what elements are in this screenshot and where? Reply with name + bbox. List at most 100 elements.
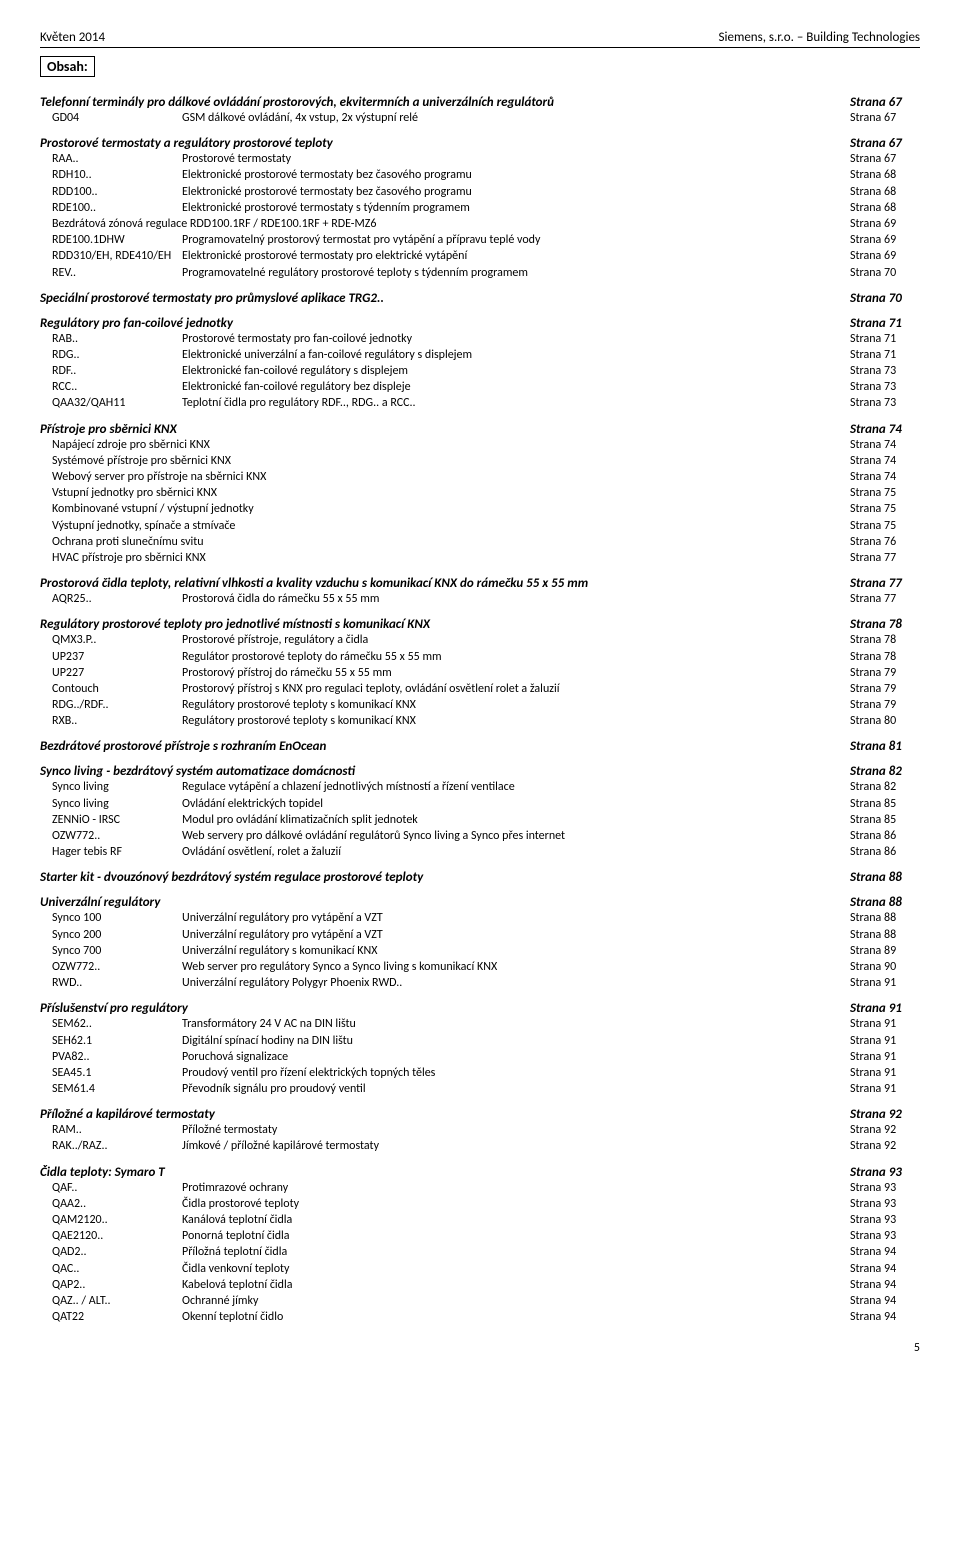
page-header: Květen 2014 Siemens, s.r.o. – Building T… bbox=[40, 30, 920, 48]
row-code: RDF.. bbox=[40, 363, 182, 379]
row-code: RXB.. bbox=[40, 713, 182, 729]
row-desc: Univerzální regulátory s komunikací KNX bbox=[182, 943, 850, 959]
row-desc: Regulace vytápění a chlazení jednotlivýc… bbox=[182, 779, 850, 795]
row-page: Strana 77 bbox=[850, 591, 920, 607]
row-page: Strana 93 bbox=[850, 1180, 920, 1196]
row-desc: Okenní teplotní čidlo bbox=[182, 1309, 850, 1325]
row-page: Strana 89 bbox=[850, 943, 920, 959]
row-code: RDG../RDF.. bbox=[40, 697, 182, 713]
row-code: Contouch bbox=[40, 681, 182, 697]
section-heading: Čidla teploty: Symaro TStrana 93 bbox=[40, 1157, 920, 1180]
toc-row: SEA45.1Proudový ventil pro řízení elektr… bbox=[40, 1065, 920, 1081]
section-page: Strana 82 bbox=[850, 764, 920, 779]
row-page: Strana 88 bbox=[850, 927, 920, 943]
section-title: Speciální prostorové termostaty pro prům… bbox=[40, 291, 384, 306]
toc-section: Příslušenství pro regulátoryStrana 91SEM… bbox=[40, 993, 920, 1097]
row-code: Synco 200 bbox=[40, 927, 182, 943]
row-desc: Kabelová teplotní čidla bbox=[182, 1277, 850, 1293]
toc-section: Synco living - bezdrátový systém automat… bbox=[40, 756, 920, 860]
row-code: RDD310/EH, RDE410/EH bbox=[40, 248, 182, 264]
toc-row: QAP2..Kabelová teplotní čidlaStrana 94 bbox=[40, 1277, 920, 1293]
row-desc: Proudový ventil pro řízení elektrických … bbox=[182, 1065, 850, 1081]
toc-row: QAM2120..Kanálová teplotní čidlaStrana 9… bbox=[40, 1212, 920, 1228]
row-code: ZENNiO - IRSC bbox=[40, 812, 182, 828]
row-code: QAC.. bbox=[40, 1261, 182, 1277]
row-desc: Web server pro regulátory Synco a Synco … bbox=[182, 959, 850, 975]
toc-subrow: Výstupní jednotky, spínače a stmívačeStr… bbox=[40, 518, 920, 534]
row-desc: Modul pro ovládání klimatizačních split … bbox=[182, 812, 850, 828]
row-page: Strana 93 bbox=[850, 1212, 920, 1228]
toc-subrow: Kombinované vstupní / výstupní jednotkyS… bbox=[40, 501, 920, 517]
row-code: QMX3.P.. bbox=[40, 632, 182, 648]
toc-row: QAC..Čidla venkovní teplotyStrana 94 bbox=[40, 1261, 920, 1277]
row-page: Strana 67 bbox=[850, 110, 920, 126]
section-page: Strana 92 bbox=[850, 1107, 920, 1122]
row-desc: Protimrazové ochrany bbox=[182, 1180, 850, 1196]
section-heading: Speciální prostorové termostaty pro prům… bbox=[40, 283, 920, 306]
subrow-page: Strana 75 bbox=[850, 518, 920, 534]
row-page: Strana 86 bbox=[850, 844, 920, 860]
subrow-desc: Systémové přístroje pro sběrnici KNX bbox=[40, 453, 850, 469]
toc-sections: Telefonní terminály pro dálkové ovládání… bbox=[40, 87, 920, 1325]
row-desc: Digitální spínací hodiny na DIN lištu bbox=[182, 1033, 850, 1049]
toc-row: RAM..Příložné termostatyStrana 92 bbox=[40, 1122, 920, 1138]
row-desc: Prostorové termostaty bbox=[182, 151, 850, 167]
row-desc: Jímkové / příložné kapilárové termostaty bbox=[182, 1138, 850, 1154]
row-code: UP237 bbox=[40, 649, 182, 665]
toc-row: RXB..Regulátory prostorové teploty s kom… bbox=[40, 713, 920, 729]
toc-section: Regulátory prostorové teploty pro jednot… bbox=[40, 609, 920, 729]
subrow-page: Strana 77 bbox=[850, 550, 920, 566]
row-page: Strana 91 bbox=[850, 1033, 920, 1049]
row-desc: Transformátory 24 V AC na DIN lištu bbox=[182, 1016, 850, 1032]
toc-row: UP227Prostorový přístroj do rámečku 55 x… bbox=[40, 665, 920, 681]
row-code: GD04 bbox=[40, 110, 182, 126]
row-page: Strana 91 bbox=[850, 1065, 920, 1081]
row-desc: Bezdrátová zónová regulace RDD100.1RF / … bbox=[40, 216, 850, 232]
toc-subrow: Vstupní jednotky pro sběrnici KNXStrana … bbox=[40, 485, 920, 501]
toc-row: RDE100.1DHWProgramovatelný prostorový te… bbox=[40, 232, 920, 248]
toc-section: Starter kit - dvouzónový bezdrátový syst… bbox=[40, 862, 920, 885]
toc-subrow: Ochrana proti slunečnímu svituStrana 76 bbox=[40, 534, 920, 550]
section-title: Univerzální regulátory bbox=[40, 895, 160, 910]
row-desc: Ovládání elektrických topidel bbox=[182, 796, 850, 812]
row-desc: Regulátory prostorové teploty s komunika… bbox=[182, 697, 850, 713]
row-code: QAZ.. / ALT.. bbox=[40, 1293, 182, 1309]
row-page: Strana 82 bbox=[850, 779, 920, 795]
row-page: Strana 85 bbox=[850, 812, 920, 828]
toc-row: UP237Regulátor prostorové teploty do rám… bbox=[40, 649, 920, 665]
section-heading: Příslušenství pro regulátoryStrana 91 bbox=[40, 993, 920, 1016]
row-code: QAE2120.. bbox=[40, 1228, 182, 1244]
toc-row: OZW772..Web servery pro dálkové ovládání… bbox=[40, 828, 920, 844]
row-page: Strana 68 bbox=[850, 184, 920, 200]
subrow-desc: Ochrana proti slunečnímu svitu bbox=[40, 534, 850, 550]
row-page: Strana 94 bbox=[850, 1244, 920, 1260]
row-code: Synco 100 bbox=[40, 910, 182, 926]
toc-row: OZW772..Web server pro regulátory Synco … bbox=[40, 959, 920, 975]
row-code: RDE100.. bbox=[40, 200, 182, 216]
row-page: Strana 69 bbox=[850, 216, 920, 232]
row-code: QAA2.. bbox=[40, 1196, 182, 1212]
toc-subrow: Systémové přístroje pro sběrnici KNXStra… bbox=[40, 453, 920, 469]
section-heading: Bezdrátové prostorové přístroje s rozhra… bbox=[40, 731, 920, 754]
row-page: Strana 67 bbox=[850, 151, 920, 167]
toc-row: RDF..Elektronické fan-coilové regulátory… bbox=[40, 363, 920, 379]
section-page: Strana 70 bbox=[850, 291, 920, 306]
toc-row: RAB..Prostorové termostaty pro fan-coilo… bbox=[40, 331, 920, 347]
row-code: RWD.. bbox=[40, 975, 182, 991]
section-title: Telefonní terminály pro dálkové ovládání… bbox=[40, 95, 554, 110]
section-title: Bezdrátové prostorové přístroje s rozhra… bbox=[40, 739, 326, 754]
toc-row: RDD310/EH, RDE410/EHElektronické prostor… bbox=[40, 248, 920, 264]
row-page: Strana 69 bbox=[850, 248, 920, 264]
row-page: Strana 94 bbox=[850, 1293, 920, 1309]
section-title: Čidla teploty: Symaro T bbox=[40, 1165, 165, 1180]
row-page: Strana 79 bbox=[850, 681, 920, 697]
toc-row: RWD..Univerzální regulátory Polygyr Phoe… bbox=[40, 975, 920, 991]
row-code: Synco living bbox=[40, 779, 182, 795]
section-heading: Regulátory prostorové teploty pro jednot… bbox=[40, 609, 920, 632]
row-desc: Příložná teplotní čidla bbox=[182, 1244, 850, 1260]
row-page: Strana 70 bbox=[850, 265, 920, 281]
row-desc: Web servery pro dálkové ovládání regulát… bbox=[182, 828, 850, 844]
row-page: Strana 68 bbox=[850, 167, 920, 183]
row-page: Strana 78 bbox=[850, 649, 920, 665]
row-page: Strana 94 bbox=[850, 1277, 920, 1293]
